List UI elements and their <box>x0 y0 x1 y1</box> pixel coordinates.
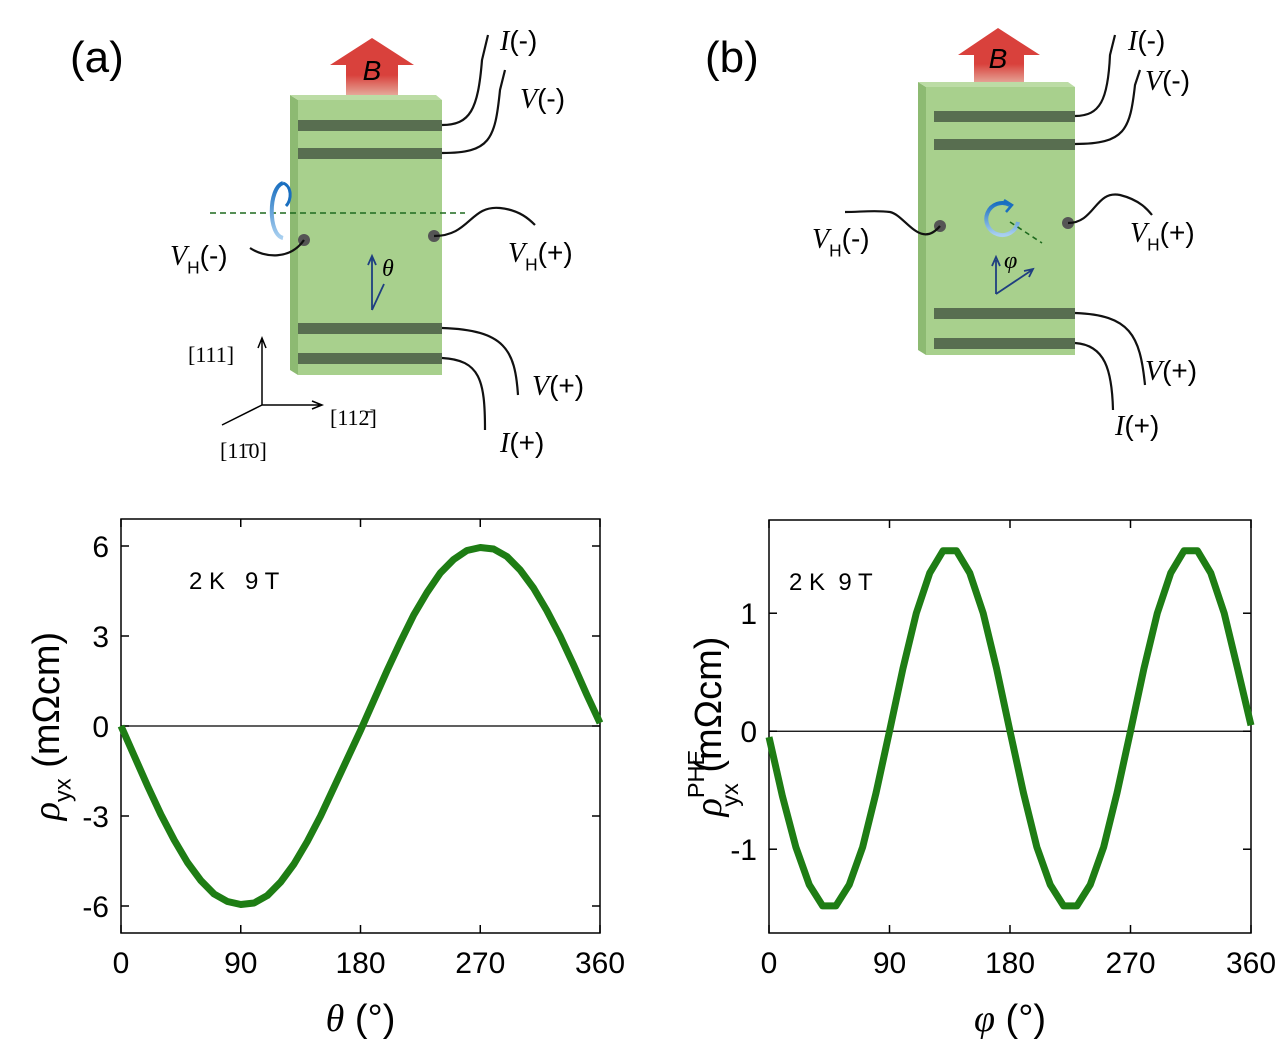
angle-label: φ <box>1004 248 1017 274</box>
y-tick-label: 6 <box>92 531 109 564</box>
panel-label: (a) <box>70 33 124 82</box>
label: V(+) <box>532 370 584 402</box>
label-symbol: V <box>508 238 528 269</box>
label-symbol: V <box>170 241 190 272</box>
device-b <box>844 28 1153 411</box>
x-tick-label: 180 <box>335 947 385 980</box>
label-suffix: (-) <box>537 83 565 114</box>
label-symbol: I <box>499 428 511 459</box>
label-symbol: I <box>499 26 511 57</box>
label-suffix: (+) <box>1124 410 1159 441</box>
annotation: 2 K 9 T <box>789 569 873 596</box>
label-sub: H <box>1147 234 1160 254</box>
label-symbol: I <box>1114 411 1126 442</box>
label-sub: H <box>829 240 842 260</box>
label-suffix: (+) <box>1160 217 1195 248</box>
label-suffix: (-) <box>509 25 537 56</box>
x-tick-label: 270 <box>455 947 505 980</box>
y-tick-label: 0 <box>92 711 109 744</box>
axis-direction: [112̄] <box>330 405 377 430</box>
annotation: 2 K 9 T <box>189 568 280 595</box>
label: ρPHE yx (mΩcm) <box>683 637 743 818</box>
label-suffix: (-) <box>1137 25 1165 56</box>
label-symbol: ρ <box>688 798 730 817</box>
label-sub: yx <box>49 778 75 802</box>
label-suffix: (+) <box>1162 355 1197 386</box>
label-symbol: I <box>1127 26 1139 57</box>
y-tick-label: -6 <box>82 891 109 924</box>
label-suffix: (-) <box>1162 65 1190 96</box>
label-symbol: V <box>520 84 540 115</box>
label-symbol: φ <box>974 998 995 1040</box>
label-symbol: V <box>1145 356 1165 387</box>
axis-direction: [111] <box>188 342 234 367</box>
label: I(-) <box>499 25 537 57</box>
y-tick-label: 0 <box>740 716 757 749</box>
y-tick-label: -1 <box>730 834 757 867</box>
label-suffix: (-) <box>842 223 870 254</box>
field-label: B <box>989 43 1008 74</box>
label-symbol: V <box>1145 66 1165 97</box>
y-tick-label: 3 <box>92 621 109 654</box>
label: V(+) <box>1145 355 1197 387</box>
x-tick-label: 90 <box>873 947 906 980</box>
label-suffix: (°) <box>344 998 395 1040</box>
x-tick-label: 360 <box>575 947 625 980</box>
label-suffix: (+) <box>509 427 544 458</box>
y-tick-label: 1 <box>740 598 757 631</box>
label-suffix: (°) <box>995 998 1046 1040</box>
label: VH(+) <box>1130 217 1195 254</box>
label: VH(-) <box>170 240 228 277</box>
label-suffix: (-) <box>200 240 228 271</box>
label-symbol: V <box>1130 218 1150 249</box>
label: VH(-) <box>812 223 870 260</box>
label-sup: PHE <box>683 750 709 798</box>
label-symbol: ρ <box>26 802 68 821</box>
x-tick-label: 180 <box>985 947 1035 980</box>
x-tick-label: 90 <box>224 947 257 980</box>
label: φ (°) <box>974 998 1046 1040</box>
x-tick-label: 0 <box>113 947 130 980</box>
label-suffix: (+) <box>549 370 584 401</box>
label-symbol: V <box>812 224 832 255</box>
data-line <box>117 544 604 908</box>
label: I(-) <box>1127 25 1165 57</box>
label-sub: H <box>525 254 538 274</box>
device-a <box>210 34 536 431</box>
label: I(+) <box>1114 410 1159 442</box>
panel-label: (b) <box>705 33 759 82</box>
x-tick-label: 270 <box>1105 947 1155 980</box>
label: I(+) <box>499 427 544 459</box>
label: V(-) <box>520 83 565 115</box>
x-tick-label: 0 <box>761 947 778 980</box>
label-symbol: θ <box>326 998 345 1040</box>
label-suffix: (+) <box>538 237 573 268</box>
label-sub: yx <box>717 783 743 807</box>
data-line <box>765 547 1255 910</box>
label-sub: H <box>187 257 200 277</box>
label: VH(+) <box>508 237 573 274</box>
axis-direction: [11̄0] <box>220 438 267 463</box>
x-tick-label: 360 <box>1226 947 1276 980</box>
label-suffix: (mΩcm) <box>26 632 68 779</box>
label: V(-) <box>1145 65 1190 97</box>
label-suffix: (mΩcm) <box>688 637 730 784</box>
label: θ (°) <box>326 998 396 1040</box>
field-label: B <box>363 55 382 86</box>
label-symbol: V <box>532 371 552 402</box>
y-tick-label: -3 <box>82 801 109 834</box>
label: ρyx (mΩcm) <box>26 632 75 821</box>
angle-label: θ <box>382 256 394 282</box>
